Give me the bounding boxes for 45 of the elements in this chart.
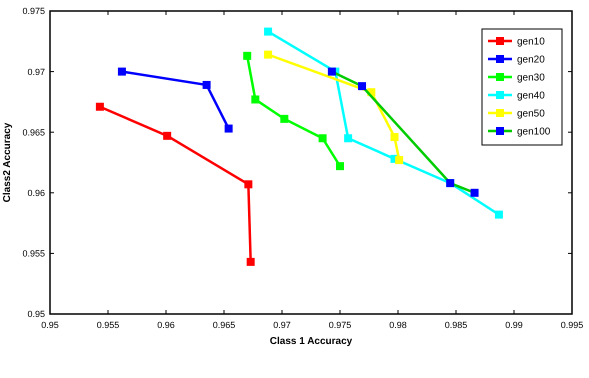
point: [390, 133, 399, 142]
point: [280, 114, 288, 123]
legend-label: gen10: [517, 36, 546, 48]
point: [264, 28, 272, 36]
x-tick-label: 0.96: [157, 320, 175, 330]
x-tick-label: 0.98: [389, 320, 407, 330]
y-tick-label: 0.96: [27, 188, 45, 198]
point: [224, 124, 233, 133]
legend-label: gen100: [517, 126, 551, 138]
point: [395, 156, 404, 164]
x-axis-title: Class 1 Accuracy: [270, 336, 353, 347]
y-tick-label: 0.955: [22, 248, 45, 259]
x-tick-label: 0.95: [41, 320, 59, 330]
point: [244, 180, 252, 188]
legend-label: gen30: [517, 72, 546, 84]
point: [494, 210, 503, 219]
legend-label: gen50: [517, 108, 546, 120]
legend-label: gen40: [517, 90, 546, 102]
x-tick-label: 0.965: [212, 320, 236, 330]
x-tick-label: 0.975: [328, 320, 352, 330]
point: [358, 82, 366, 90]
x-tick-label: 0.995: [560, 320, 584, 330]
point: [251, 95, 260, 104]
y-tick-label: 0.975: [22, 6, 45, 16]
point: [202, 80, 211, 89]
point: [246, 258, 255, 266]
y-tick-label: 0.965: [22, 127, 45, 138]
point: [470, 188, 479, 197]
x-tick-label: 0.955: [96, 320, 120, 330]
point: [336, 162, 344, 170]
point: [264, 50, 272, 59]
x-tick-label: 0.985: [444, 320, 468, 330]
point: [243, 52, 252, 60]
y-axis-title: Class2 Accuracy: [2, 122, 13, 202]
point: [328, 68, 336, 76]
y-tick-label: 0.97: [27, 66, 45, 77]
legend-label: gen20: [517, 54, 546, 66]
point: [344, 134, 352, 142]
x-tick-label: 0.97: [273, 320, 291, 330]
point: [163, 132, 172, 140]
point: [96, 102, 104, 111]
point: [118, 68, 126, 76]
point: [318, 134, 327, 142]
y-tick-label: 0.95: [27, 309, 45, 320]
x-tick-label: 0.99: [505, 320, 523, 330]
